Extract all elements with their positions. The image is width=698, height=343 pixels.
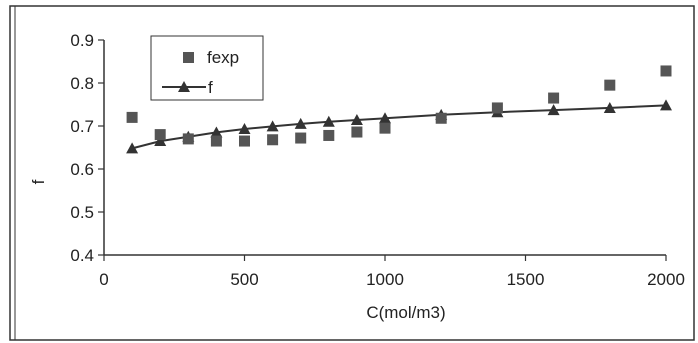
series-f-point [210,126,223,138]
x-axis-ticks: 0 500 1000 1500 2000 [99,255,685,289]
series-f-point [547,104,560,116]
y-tick-label: 0.8 [70,74,94,93]
series-f-point [350,113,363,125]
series-f-point [266,120,279,132]
y-tick-label: 0.9 [70,31,94,50]
legend-box [150,35,264,101]
series-fexp-point [182,133,194,145]
x-tick-label: 1500 [507,270,545,289]
y-axis-label: f [29,179,48,184]
series-fexp-point [210,135,222,147]
y-tick-label: 0.6 [70,160,94,179]
series-fexp-point [660,65,672,77]
series-fexp-point [379,122,391,134]
legend-fexp-label: fexp [207,48,239,67]
series-fexp-point [435,112,447,124]
series-fexp-point [239,135,250,147]
series-fexp-point [126,111,138,123]
series-fexp-point [351,126,363,138]
series-fexp-point [267,134,279,146]
chart-frame [9,5,695,341]
series-f-point [154,135,167,147]
series-fexp-point [154,129,166,141]
series-f-point [660,99,672,111]
y-axis-ticks: 0.4 0.5 0.6 0.7 0.8 0.9 [70,31,104,265]
series-fexp [126,65,672,147]
x-tick-label: 0 [99,270,108,289]
series-f-point [238,123,251,135]
y-tick-label: 0.4 [70,246,94,265]
series-f-point [126,142,139,154]
x-tick-label: 500 [230,270,258,289]
legend-fexp-marker [183,52,194,63]
series-fexp-point [491,102,503,114]
series-fexp-point [548,92,560,104]
series-fexp-point [323,129,335,141]
legend-f-label: f [208,78,213,97]
series-f-point [603,101,616,113]
series-f-point [379,112,391,124]
x-tick-label: 1000 [366,270,404,289]
legend-f-marker [178,81,190,92]
x-axis-label: C(mol/m3) [366,303,445,322]
y-tick-label: 0.7 [70,117,94,136]
x-tick-label: 2000 [647,270,685,289]
series-f [126,99,672,154]
series-fexp-point [295,132,307,144]
y-tick-label: 0.5 [70,203,94,222]
series-fexp-point [604,79,616,91]
legend: fexp f [150,35,264,101]
series-f-point [322,115,335,127]
series-f-point [294,117,307,129]
